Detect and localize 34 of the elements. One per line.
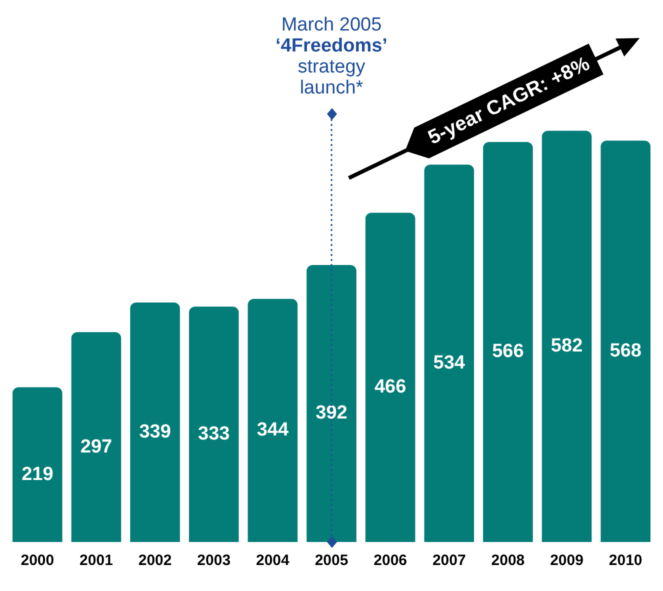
bar — [600, 140, 650, 542]
x-tick-label: 2008 — [491, 552, 525, 570]
x-tick-label: 2003 — [197, 552, 231, 570]
data-label: 344 — [256, 420, 289, 441]
ref-line-label: March 2005 ‘4Freedoms’ strategy launch* — [276, 14, 388, 99]
x-tick-label: 2007 — [432, 552, 466, 570]
x-tick-label: 2000 — [20, 552, 54, 570]
data-label: 392 — [316, 402, 348, 424]
bar — [542, 130, 592, 542]
data-label: 219 — [22, 464, 54, 485]
data-label: 297 — [80, 436, 112, 458]
data-label: 534 — [433, 352, 466, 374]
data-label: 339 — [139, 421, 171, 442]
bar — [71, 332, 122, 542]
data-label: 566 — [492, 341, 524, 362]
bar — [130, 302, 180, 542]
bar — [365, 212, 416, 542]
bar — [306, 264, 356, 542]
bar — [188, 306, 239, 542]
x-tick-label: 2010 — [608, 552, 642, 570]
x-tick-label: 2001 — [80, 552, 113, 570]
x-tick-label: 2004 — [256, 552, 290, 570]
x-tick-label: 2002 — [138, 552, 172, 570]
x-tick-label: 2006 — [374, 552, 408, 570]
x-tick-label: 2005 — [314, 552, 348, 570]
bar — [248, 298, 298, 542]
x-tick-label: 2009 — [550, 552, 584, 570]
data-label: 582 — [550, 336, 583, 357]
data-label: 333 — [198, 424, 230, 445]
bar — [483, 142, 533, 542]
bar — [424, 164, 474, 542]
data-label: 466 — [374, 376, 406, 398]
bar — [12, 387, 62, 542]
data-label: 568 — [610, 340, 642, 362]
